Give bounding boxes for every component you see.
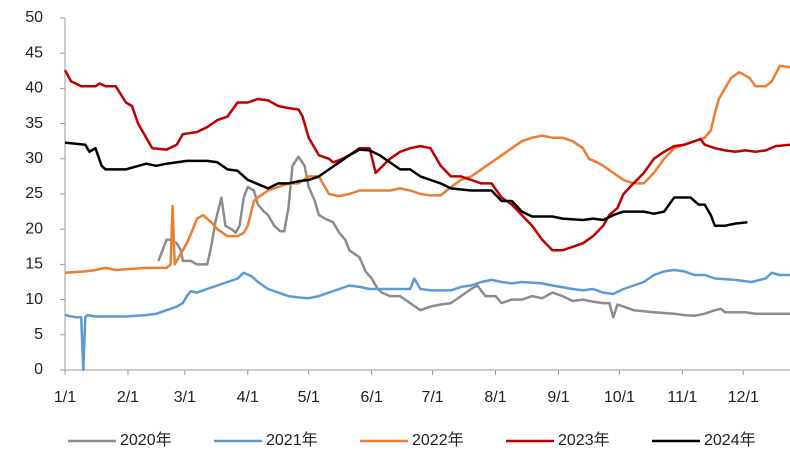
- x-tick-label: 4/1: [237, 389, 259, 406]
- y-tick-label: 20: [25, 220, 43, 237]
- x-tick-label: 10/1: [604, 389, 635, 406]
- y-tick-label: 30: [25, 150, 43, 167]
- x-tick-label: 5/1: [298, 389, 320, 406]
- y-tick-label: 25: [25, 185, 43, 202]
- y-tick-label: 0: [34, 361, 43, 378]
- x-tick-label: 7/1: [421, 389, 443, 406]
- legend-label: 2021年: [266, 431, 318, 449]
- y-tick-label: 45: [25, 44, 43, 61]
- x-tick-label: 12/1: [728, 389, 759, 406]
- legend-label: 2022年: [412, 431, 464, 449]
- series-line: [64, 141, 748, 227]
- series-line: [63, 69, 790, 252]
- y-tick-label: 15: [25, 256, 43, 273]
- x-tick-label: 11/1: [667, 389, 697, 406]
- y-tick-label: 10: [25, 291, 43, 308]
- x-tick-label: 3/1: [174, 389, 196, 406]
- x-tick-label: 9/1: [547, 389, 569, 406]
- x-tick-label: 1/1: [54, 389, 76, 406]
- x-tick-label: 2/1: [117, 389, 139, 406]
- legend-label: 2023年: [558, 431, 610, 449]
- series-line: [64, 64, 790, 275]
- x-tick-label: 6/1: [361, 389, 383, 406]
- legend-label: 2020年: [120, 431, 172, 449]
- x-tick-label: 8/1: [484, 389, 506, 406]
- y-tick-label: 35: [25, 115, 43, 132]
- series-line: [64, 268, 790, 372]
- legend-label: 2024年: [704, 431, 756, 449]
- y-tick-label: 5: [34, 326, 43, 343]
- y-tick-label: 40: [25, 80, 43, 97]
- y-tick-label: 50: [25, 9, 43, 26]
- series-line: [157, 155, 790, 319]
